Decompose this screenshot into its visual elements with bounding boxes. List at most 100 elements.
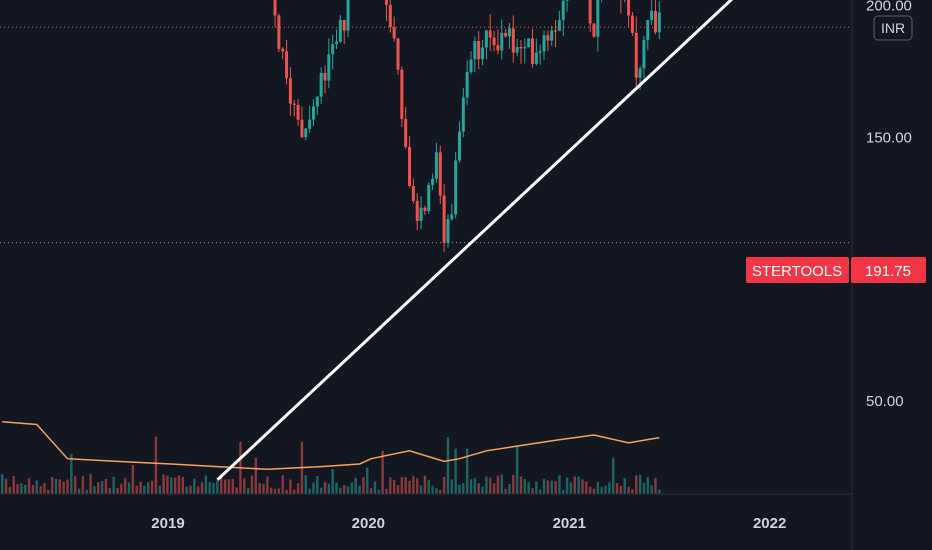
volume-bar [527, 482, 530, 494]
volume-bar [558, 475, 561, 494]
candle-body [523, 47, 527, 49]
volume-bar [93, 485, 96, 494]
volume-bar [47, 489, 50, 494]
candle-body [446, 219, 450, 243]
volume-bar [262, 483, 265, 494]
volume-bar [27, 477, 31, 494]
volume-bar [24, 484, 27, 494]
volume-bar [139, 481, 142, 494]
candle-body [515, 46, 519, 53]
support-trendline[interactable] [216, 0, 852, 481]
volume-bar [343, 485, 346, 494]
volume-bar [97, 482, 100, 494]
volume-bar [504, 488, 507, 494]
volume-bar [554, 481, 557, 494]
volume-bar [120, 483, 123, 494]
last-price-badge[interactable]: STERTOOLS 191.75 [746, 257, 926, 283]
volume-bar [519, 476, 523, 494]
volume-bar [281, 475, 284, 494]
volume-bar [392, 479, 396, 494]
volume-bar [196, 486, 200, 494]
volume-bar [469, 479, 473, 494]
x-tick-label: 2021 [553, 515, 586, 532]
candle-body [457, 131, 461, 161]
volume-bar [654, 477, 657, 494]
candle-body [538, 51, 542, 53]
volume-bar [246, 487, 250, 494]
candle-body [627, 0, 631, 16]
currency-badge-frame [873, 15, 913, 41]
volume-bar [147, 482, 150, 494]
volume-bar [58, 479, 62, 494]
volume-bar [304, 475, 307, 494]
candle-body [300, 119, 304, 138]
volume-bar [354, 477, 357, 494]
candle-body [588, 0, 592, 24]
volume-bar [296, 483, 300, 494]
volume-bar [339, 487, 342, 494]
volume-bar [231, 478, 234, 494]
volume-bar [150, 480, 154, 494]
volume-bar [54, 478, 58, 494]
volume-bar [323, 482, 327, 494]
candle-body [450, 214, 454, 220]
candle-body [630, 15, 634, 33]
volume-bar [442, 476, 446, 494]
volume-bar [458, 484, 461, 494]
candle-body [546, 35, 550, 41]
candle-body [519, 46, 523, 49]
volume-bar [600, 487, 603, 494]
volume-bar [254, 457, 258, 494]
volume-bar [181, 476, 185, 494]
volume-bar [8, 486, 12, 494]
volume-bar [650, 485, 653, 494]
candle-body [273, 0, 277, 16]
volume-bar [319, 487, 323, 494]
candle-body [281, 48, 285, 52]
y-tick-label: 150.00 [866, 129, 912, 146]
volume-bar [500, 474, 503, 494]
candle-body [438, 152, 442, 196]
candle-body [404, 118, 408, 147]
volume-bar [408, 480, 411, 494]
volume-bar [431, 485, 434, 494]
volume-bar [358, 485, 361, 494]
candle-body [657, 12, 661, 33]
candle-body [419, 207, 423, 221]
volume-bar [212, 483, 215, 494]
candle-body [484, 30, 488, 48]
volume-bar [389, 477, 392, 494]
volume-bar [12, 476, 15, 494]
volume-bar [177, 475, 181, 494]
candle-body [335, 41, 339, 45]
volume-bar [373, 481, 377, 494]
volume-bar [435, 488, 438, 494]
volume-bar [335, 482, 338, 494]
candle-body [384, 0, 388, 5]
currency-badge[interactable]: INR [873, 15, 913, 41]
volume-bar [462, 483, 465, 494]
volume-bar [496, 475, 500, 494]
candle-body [342, 19, 346, 31]
volume-bar [327, 483, 331, 494]
volume-bar [611, 458, 615, 494]
volume-bar [312, 482, 315, 494]
volume-bar [400, 477, 404, 494]
volume-bar [273, 488, 277, 494]
volume-bar [127, 482, 131, 494]
volume-bar [565, 477, 569, 494]
volume-bar [542, 479, 546, 494]
candle-body [527, 38, 531, 48]
volume-bar [185, 486, 188, 494]
candle-body [323, 72, 327, 81]
volume-bar [573, 476, 576, 494]
candle-body [400, 69, 404, 119]
candle-body [531, 38, 534, 64]
candle-body [504, 32, 508, 37]
drawings-layer[interactable] [0, 0, 852, 481]
candle-body [285, 51, 289, 79]
volume-bar [515, 445, 519, 494]
candle-body [638, 68, 642, 78]
volume-bar [412, 476, 415, 494]
